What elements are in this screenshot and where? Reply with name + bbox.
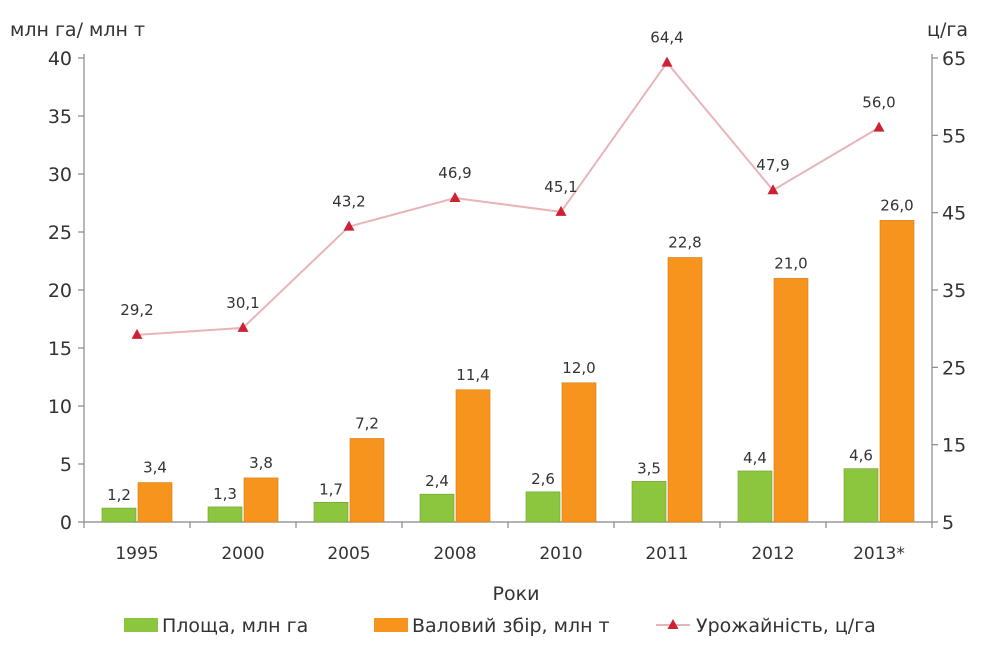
right-tick-label: 5 — [942, 512, 954, 534]
x-tick-label: 2012 — [751, 544, 794, 564]
right-tick-label: 55 — [942, 125, 966, 147]
legend-label-gross: Валовий збір, млн т — [412, 615, 610, 637]
area-value-label: 2,4 — [425, 472, 449, 490]
area-value-label: 1,3 — [213, 485, 237, 503]
right-tick-label: 35 — [942, 280, 966, 302]
left-axis-title: млн га/ млн т — [10, 19, 145, 41]
left-tick-label: 25 — [48, 222, 72, 244]
left-tick-label: 40 — [48, 48, 72, 70]
gross-value-label: 12,0 — [562, 359, 595, 377]
bar-gross — [773, 278, 809, 523]
bar-area — [843, 468, 879, 523]
left-tick-label: 30 — [48, 164, 72, 186]
left-tick-label: 0 — [60, 512, 72, 534]
gross-value-label: 3,4 — [143, 459, 167, 477]
gross-value-label: 22,8 — [668, 234, 701, 252]
x-tick-label: 1995 — [115, 544, 158, 564]
left-tick-label: 10 — [48, 396, 72, 418]
bar-area — [737, 470, 773, 523]
yield-point — [343, 220, 355, 231]
yield-value-label: 56,0 — [862, 94, 895, 112]
x-tick-label: 2000 — [221, 544, 264, 564]
x-tick-label: 2013* — [853, 544, 905, 564]
bar-gross — [561, 382, 597, 523]
yield-value-label: 46,9 — [438, 164, 471, 182]
yield-point — [237, 321, 249, 332]
right-tick-label: 15 — [942, 435, 966, 457]
gross-value-label: 7,2 — [355, 414, 379, 432]
area-value-label: 1,7 — [319, 480, 343, 498]
chart-axes: 0 5 10 15 20 25 30 35 40 5 15 25 35 45 55 65 1995 2000 200… — [48, 48, 966, 564]
yield-point — [555, 205, 567, 216]
area-value-label: 4,6 — [849, 447, 873, 465]
yield-value-label: 47,9 — [756, 156, 789, 174]
yield-value-label: 45,1 — [544, 178, 577, 196]
x-tick-label: 2008 — [433, 544, 476, 564]
yield-series-line — [136, 61, 880, 336]
yield-value-label: 29,2 — [120, 301, 153, 319]
yield-value-label: 43,2 — [332, 193, 365, 211]
yield-point — [873, 121, 885, 132]
legend-marker-yield — [667, 619, 679, 629]
bar-area — [207, 506, 243, 523]
yield-point — [661, 56, 673, 67]
yield-line — [131, 56, 885, 339]
bar-gross — [879, 220, 915, 523]
area-value-label: 2,6 — [531, 470, 555, 488]
bar-area — [631, 481, 667, 523]
right-tick-label: 45 — [942, 203, 966, 225]
left-tick-label: 20 — [48, 280, 72, 302]
right-tick-label: 25 — [942, 357, 966, 379]
legend-label-yield: Урожайність, ц/га — [696, 615, 876, 637]
area-value-label: 3,5 — [637, 459, 661, 477]
yield-point — [767, 184, 779, 195]
chart-bars — [101, 220, 915, 523]
yield-point — [449, 191, 461, 202]
gross-value-label: 21,0 — [774, 254, 807, 272]
bar-area — [419, 493, 455, 523]
bar-gross — [455, 389, 491, 523]
x-axis-title: Роки — [493, 583, 540, 605]
x-tick-label: 2011 — [645, 544, 688, 564]
bar-gross — [137, 482, 173, 523]
bar-gross — [243, 477, 279, 523]
gross-value-label: 26,0 — [880, 196, 913, 214]
bar-area — [101, 507, 137, 523]
left-tick-label: 5 — [60, 454, 72, 476]
legend-swatch-gross — [374, 618, 408, 632]
data-labels: 1,2 3,4 1,3 3,8 1,7 7,2 2,4 11,4 2,6 12,0 3,5 22,8 4… — [107, 29, 914, 504]
x-tick-label: 2005 — [327, 544, 370, 564]
area-value-label: 1,2 — [107, 486, 131, 504]
left-tick-label: 15 — [48, 338, 72, 360]
yield-point — [131, 328, 143, 339]
gross-value-label: 11,4 — [456, 366, 489, 384]
x-tick-label: 2010 — [539, 544, 582, 564]
legend: Площа, млн га Валовий збір, млн т Урожайні… — [124, 615, 876, 637]
bar-gross — [667, 257, 703, 523]
legend-swatch-area — [124, 618, 158, 632]
left-tick-label: 35 — [48, 106, 72, 128]
bar-area — [525, 491, 561, 523]
right-axis-title: ц/га — [927, 19, 968, 41]
area-value-label: 4,4 — [743, 449, 767, 467]
yield-value-label: 64,4 — [650, 29, 683, 47]
legend-label-area: Площа, млн га — [162, 615, 308, 637]
right-tick-label: 65 — [942, 48, 966, 70]
bar-gross — [349, 438, 385, 523]
gross-value-label: 3,8 — [249, 454, 273, 472]
bar-area — [313, 501, 349, 523]
yield-value-label: 30,1 — [226, 294, 259, 312]
